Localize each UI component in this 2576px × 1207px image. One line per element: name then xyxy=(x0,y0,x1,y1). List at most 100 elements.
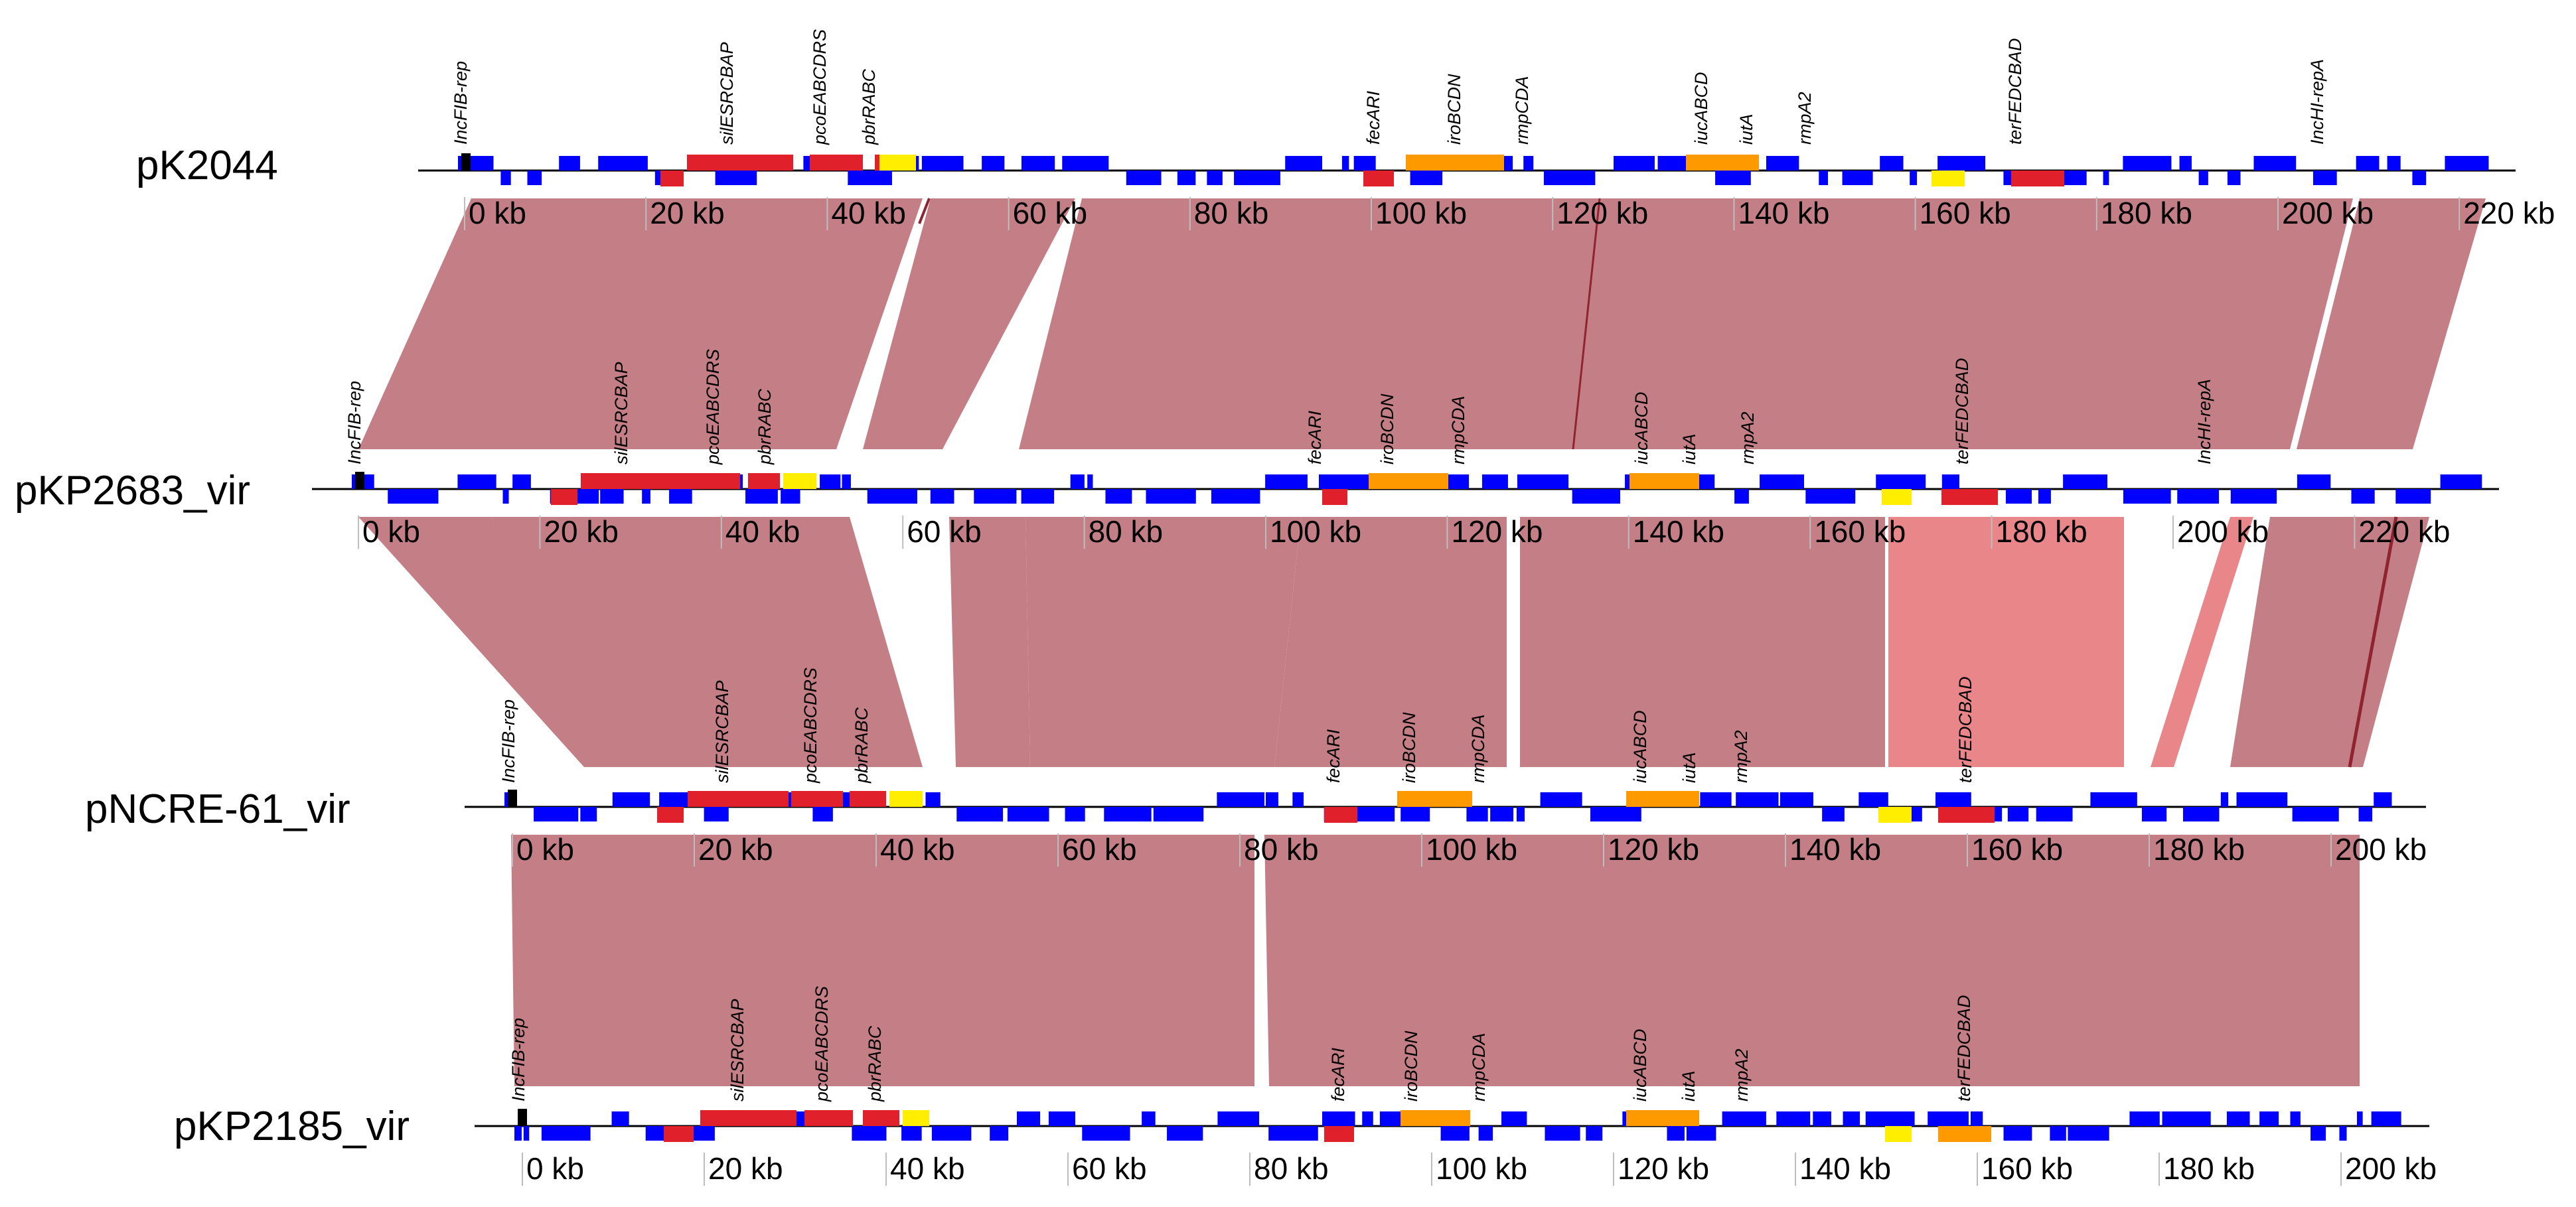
gene-cluster-virulence_cluster xyxy=(1401,1110,1470,1126)
tick-label: 60 kb xyxy=(1062,832,1137,867)
gene-cluster-resistance_cluster xyxy=(664,1126,694,1142)
tick-label: 0 kb xyxy=(526,1151,584,1186)
gene-cluster-resistance_cluster xyxy=(748,473,780,489)
forward-gene xyxy=(1021,156,1055,171)
tick-label: 20 kb xyxy=(698,832,773,867)
gene-label: iroBCDN xyxy=(1444,74,1464,145)
gene-label: terFEDCBAD xyxy=(2005,38,2025,145)
tick-label: 80 kb xyxy=(1089,514,1164,549)
forward-gene xyxy=(2220,792,2229,807)
tick-label: 20 kb xyxy=(544,514,619,549)
forward-gene xyxy=(2440,474,2482,489)
reverse-gene xyxy=(1410,171,1443,185)
reverse-gene xyxy=(388,489,439,504)
reverse-gene xyxy=(514,1126,522,1141)
tick-label: 120 kb xyxy=(1608,832,1699,867)
reverse-gene xyxy=(1007,807,1049,821)
forward-gene xyxy=(1481,474,1508,489)
tick-label: 80 kb xyxy=(1244,832,1319,867)
tick-label: 180 kb xyxy=(2101,196,2192,230)
track-name: pK2044 xyxy=(136,143,278,188)
tick-label: 100 kb xyxy=(1270,514,1361,549)
reverse-gene xyxy=(1586,1126,1603,1141)
forward-gene xyxy=(2162,1111,2211,1126)
reverse-gene xyxy=(745,489,778,504)
reverse-gene xyxy=(1822,807,1845,821)
forward-gene xyxy=(1142,1111,1156,1126)
track-pNCRE-61_vir: pNCRE-61_vir 0 kb 20 kb 40 kb 60 kb 80 kb 100 … xyxy=(85,668,2427,867)
reverse-gene xyxy=(527,171,542,185)
reverse-gene xyxy=(2198,171,2208,185)
tick-label: 60 kb xyxy=(1013,196,1088,230)
forward-gene xyxy=(2226,1111,2250,1126)
gene-label: IncHI-repA xyxy=(2307,59,2327,145)
reverse-gene xyxy=(2005,489,2032,504)
gene-label: iroBCDN xyxy=(1399,712,1419,783)
tick-label: 60 kb xyxy=(1072,1151,1147,1186)
reverse-gene xyxy=(2227,171,2241,185)
gene-label: terFEDCBAD xyxy=(1955,676,1975,783)
replicon-marker xyxy=(355,472,364,489)
forward-gene xyxy=(1876,474,1926,489)
forward-gene xyxy=(2387,156,2401,171)
forward-gene xyxy=(1928,1111,1969,1126)
forward-gene xyxy=(598,156,648,171)
forward-gene xyxy=(1766,156,1799,171)
track-name: pNCRE-61_vir xyxy=(85,786,350,832)
tick-label: 80 kb xyxy=(1194,196,1269,230)
reverse-gene xyxy=(1105,489,1132,504)
forward-gene xyxy=(1292,792,1304,807)
gene-label: silESRCBAP xyxy=(727,999,747,1101)
reverse-gene xyxy=(1401,807,1430,821)
reverse-gene xyxy=(2351,489,2375,504)
homology-link-0-3 xyxy=(2297,198,2486,449)
tick-label: 120 kb xyxy=(1451,514,1543,549)
reverse-gene xyxy=(2068,1126,2109,1141)
forward-gene xyxy=(1937,156,1986,171)
reverse-gene xyxy=(2038,489,2051,504)
gene-cluster-resistance_cluster xyxy=(687,155,793,171)
forward-gene xyxy=(1265,474,1308,489)
reverse-gene xyxy=(852,1126,887,1141)
tick-label: 160 kb xyxy=(1971,832,2063,867)
gene-label: IncFIB-rep xyxy=(508,1018,528,1101)
forward-gene xyxy=(2290,1111,2301,1126)
tick-label: 0 kb xyxy=(362,514,420,549)
gene-label: IncFIB-rep xyxy=(498,699,518,783)
gene-label: pcoEABCDRS xyxy=(812,986,832,1102)
reverse-gene xyxy=(1065,807,1085,821)
reverse-gene xyxy=(2311,1126,2326,1141)
reverse-gene xyxy=(2003,1126,2032,1141)
forward-gene xyxy=(1760,474,1804,489)
forward-gene xyxy=(2236,792,2288,807)
reverse-gene xyxy=(1545,1126,1580,1141)
reverse-gene xyxy=(781,489,800,504)
gene-cluster-mobile_element xyxy=(889,791,923,807)
homology-link-1-9 xyxy=(2230,517,2429,767)
reverse-gene xyxy=(1715,171,1751,185)
reverse-gene xyxy=(930,489,954,504)
tick-label: 160 kb xyxy=(1814,514,1906,549)
gene-label: IncFIB-rep xyxy=(451,61,471,145)
homology-link-0-0 xyxy=(358,198,923,449)
scale-ticks: 0 kb 20 kb 40 kb 60 kb 80 kb 100 kb 120 kb 140 … xyxy=(512,832,2427,867)
gene-cluster-virulence_cluster xyxy=(1629,473,1699,489)
tick-label: 40 kb xyxy=(831,196,906,230)
reverse-gene xyxy=(812,807,833,821)
gene-cluster-resistance_cluster xyxy=(657,807,684,823)
reverse-gene xyxy=(1177,171,1196,185)
gene-labels: IncFIB-rep silESRCBAP pcoEABCDRS pbrRABC fec… xyxy=(344,349,2214,465)
inverted-link xyxy=(1572,198,1601,450)
reverse-gene xyxy=(2358,807,2373,821)
reverse-gene xyxy=(645,1126,669,1141)
gene-cluster-resistance_cluster xyxy=(810,155,863,171)
reverse-gene xyxy=(1478,1126,1493,1141)
gene-label: pbrRABC xyxy=(859,68,879,145)
reverse-gene xyxy=(1167,1126,1203,1141)
gene-cluster-resistance_cluster xyxy=(863,1110,899,1126)
forward-gene xyxy=(2259,1111,2279,1126)
gene-cluster-resistance_cluster xyxy=(791,791,843,807)
reverse-gene xyxy=(523,1126,530,1141)
homology-link-1-7 xyxy=(1888,517,2124,767)
